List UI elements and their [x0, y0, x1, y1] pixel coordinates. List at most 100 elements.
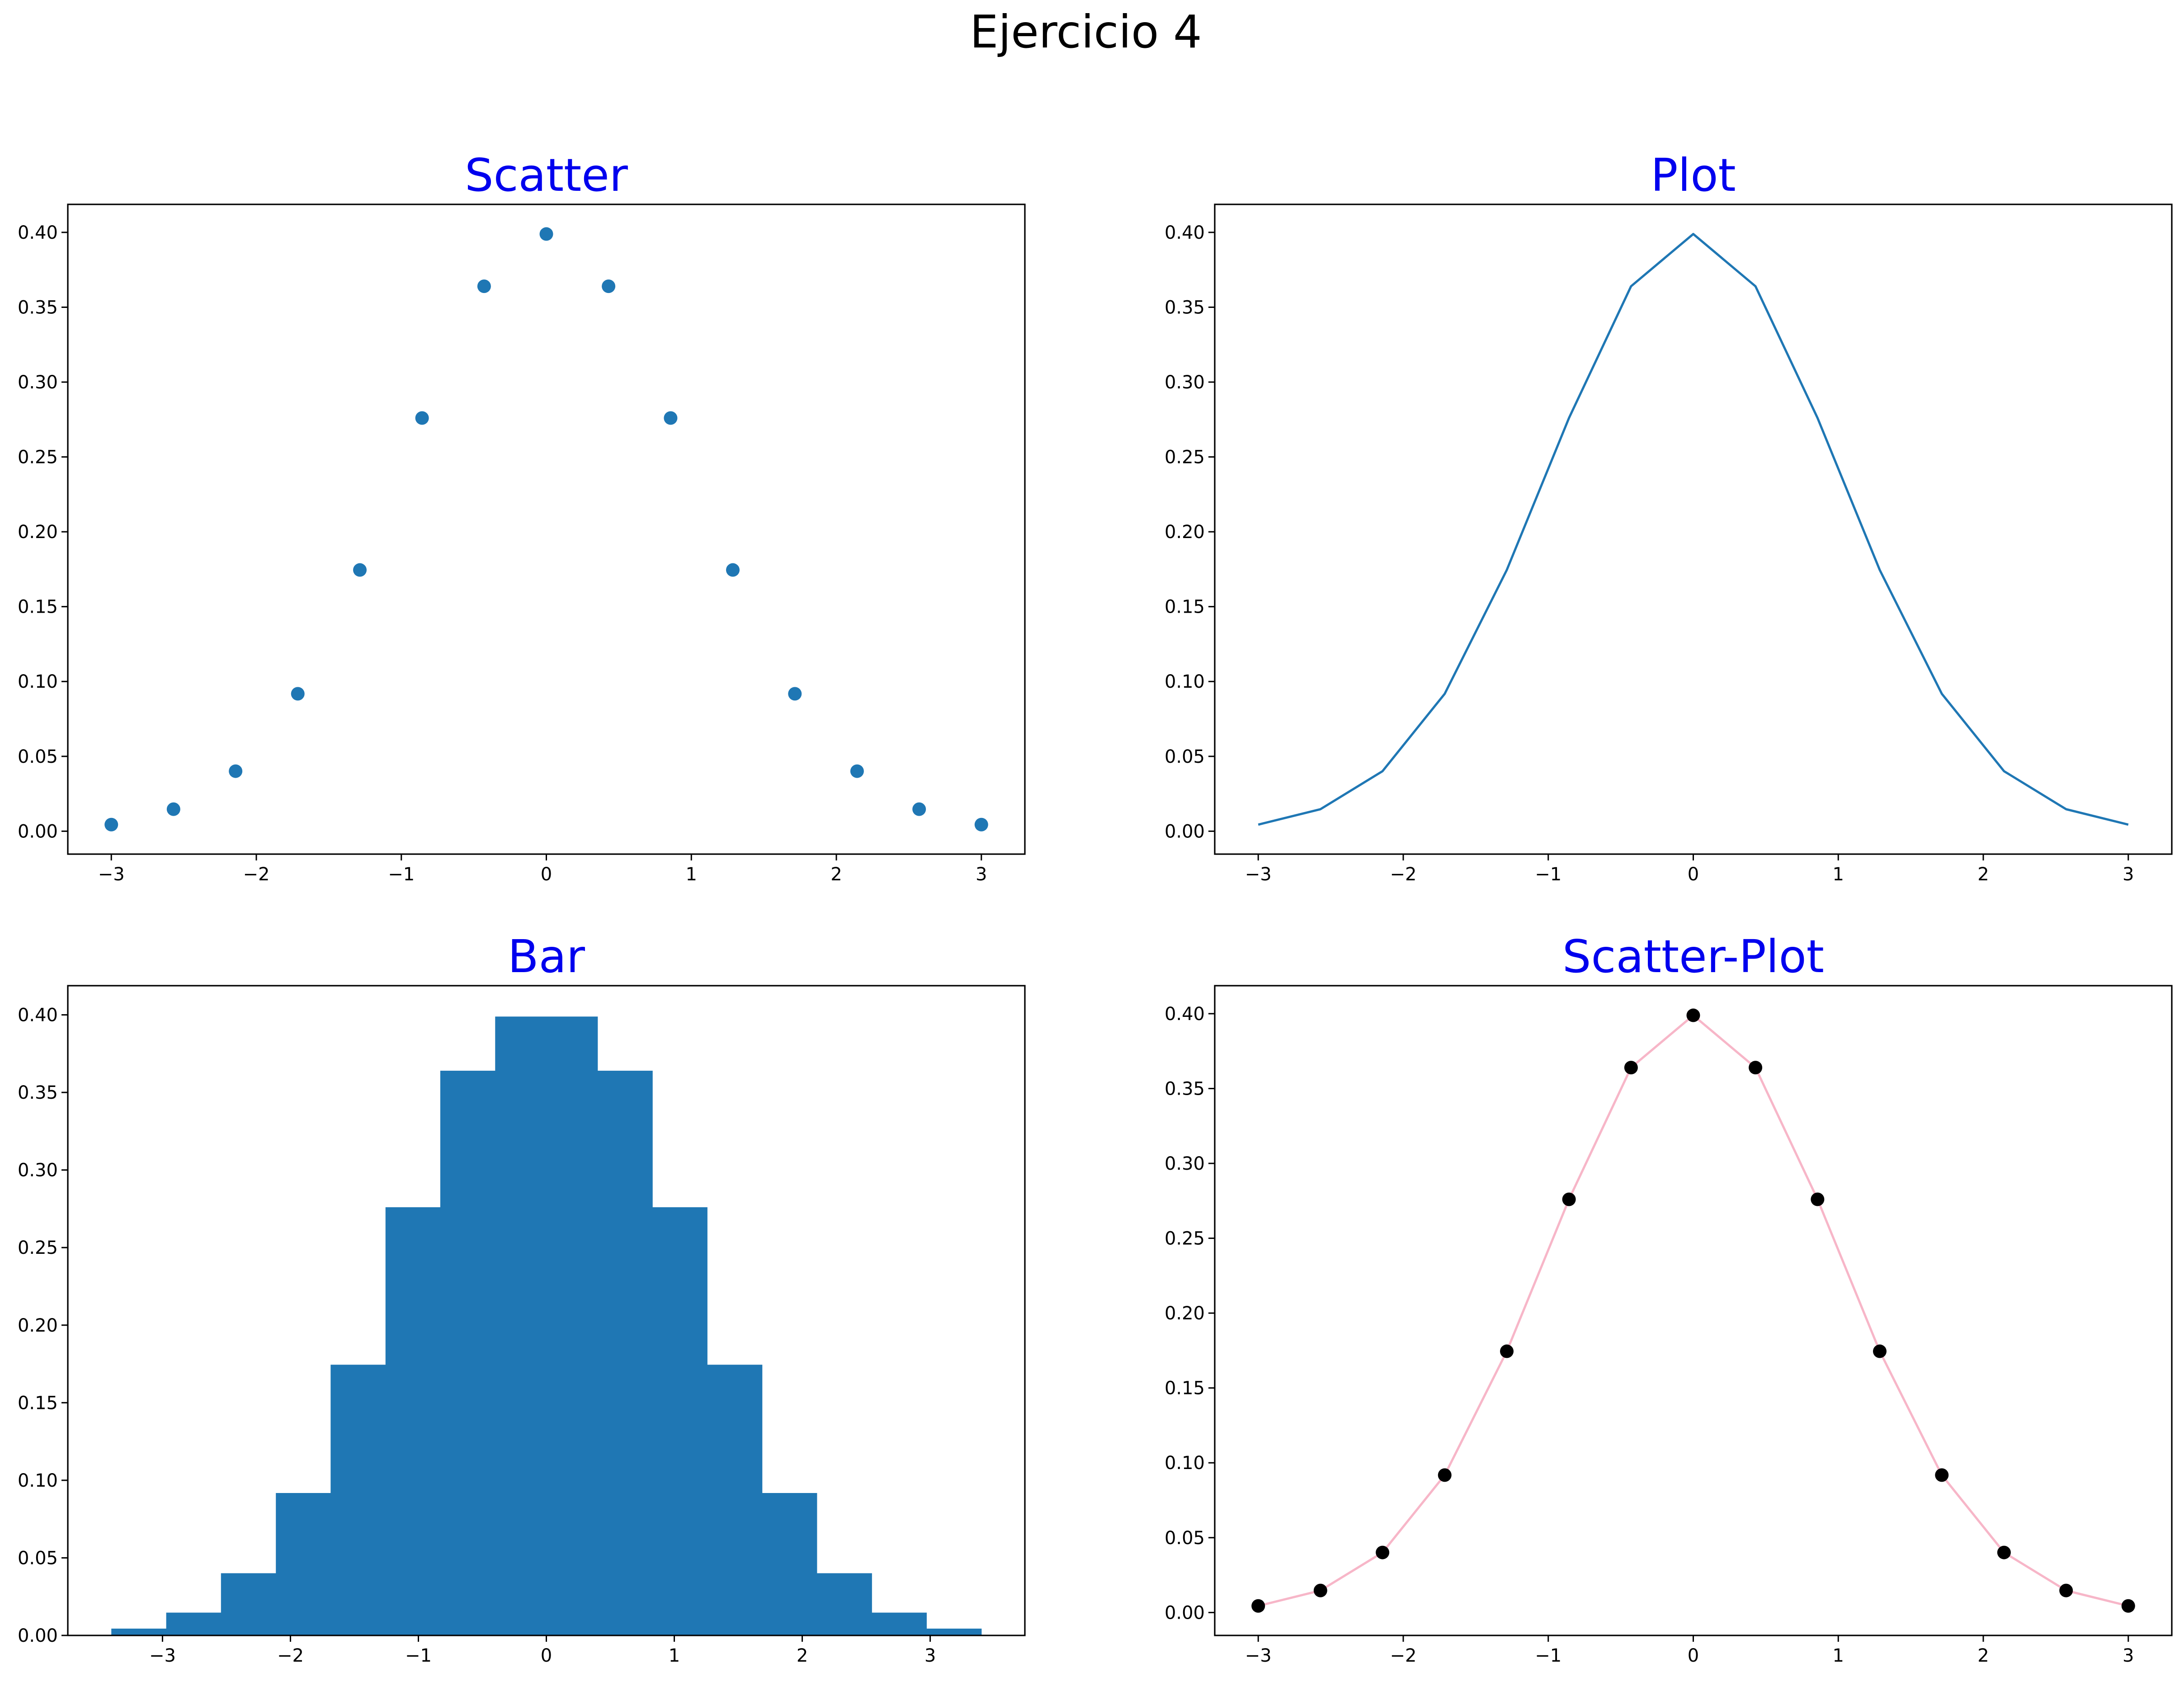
scatter-point-9 [664, 411, 678, 425]
scatter-plot-ytick-label-5: 0.25 [1165, 1228, 1205, 1249]
scatter-xtick-label-5: 2 [830, 864, 842, 885]
scatter-plot-point-4 [1500, 1344, 1514, 1358]
subplot-scatter: Scatter −3 −2 −1 0 1 2 3 0.00 0.05 0.10 0.15 0.20 0.… [18, 149, 1026, 885]
scatter-point-7 [539, 227, 553, 241]
bar-ytick-label-6: 0.30 [18, 1160, 58, 1181]
scatter-plot-point-8 [1749, 1061, 1763, 1075]
bar-ytick-label-1: 0.05 [18, 1548, 58, 1569]
scatter-point-0 [104, 817, 118, 832]
scatter-plot-point-5 [1562, 1192, 1576, 1206]
plot-xtick-label-4: 1 [1833, 864, 1844, 885]
scatter-plot-ytick-label-4: 0.20 [1165, 1303, 1205, 1324]
plot-axes-frame [1214, 203, 2173, 855]
plot-ytick-label-0: 0.00 [1165, 821, 1205, 842]
subplot-title-scatter: Scatter [465, 149, 628, 202]
scatter-plot-ytick-label-1: 0.05 [1165, 1528, 1205, 1549]
scatter-plot-axes-frame [1214, 985, 2173, 1636]
scatter-plot-xtick-label-0: −3 [1245, 1645, 1272, 1666]
subplot-title-bar: Bar [508, 930, 585, 983]
plot-xtick-label-0: −3 [1245, 864, 1272, 885]
scatter-plot-ytick-label-0: 0.00 [1165, 1602, 1205, 1623]
bar-ytick-label-4: 0.20 [18, 1315, 58, 1336]
scatter-plot-point-3 [1438, 1468, 1452, 1482]
bar-ytick-label-5: 0.25 [18, 1238, 58, 1258]
scatter-point-5 [415, 411, 429, 425]
scatter-ytick-label-5: 0.25 [18, 447, 58, 468]
bar-marks [111, 1016, 982, 1635]
scatter-plot-xtick-label-3: 0 [1688, 1645, 1699, 1666]
scatter-point-3 [291, 687, 305, 701]
scatter-point-2 [229, 764, 243, 778]
scatter-point-11 [788, 687, 802, 701]
plot-xtick-label-2: −1 [1535, 864, 1561, 885]
scatter-ytick-label-7: 0.35 [18, 297, 58, 318]
scatter-ytick-label-3: 0.15 [18, 597, 58, 618]
bar-ytick-label-0: 0.00 [18, 1625, 58, 1646]
bar-xtick-label-4: 1 [669, 1645, 680, 1666]
scatter-plot-ytick-label-2: 0.10 [1165, 1453, 1205, 1474]
scatter-point-14 [974, 817, 988, 832]
bar-xtick-label-3: 0 [541, 1645, 552, 1666]
scatter-ticks: −3 −2 −1 0 1 2 3 0.00 0.05 0.10 0.15 0.20 0.25 0.30 0.… [18, 222, 987, 885]
scatter-plot-ticks: −3 −2 −1 0 1 2 3 0.00 0.05 0.10 0.15 0.20 0.25 0.30 0.… [1165, 1004, 2134, 1666]
scatter-ytick-label-2: 0.10 [18, 671, 58, 692]
scatter-plot-point-2 [1376, 1545, 1390, 1559]
scatter-plot-xtick-label-2: −1 [1535, 1645, 1561, 1666]
scatter-plot-marks [1251, 1008, 2135, 1613]
scatter-xtick-label-3: 0 [541, 864, 552, 885]
subplot-scatter-plot: Scatter-Plot −3 −2 −1 0 1 2 3 0.00 0.05 0.10 0.15 0… [1165, 930, 2173, 1666]
bar-xtick-label-2: −1 [405, 1645, 432, 1666]
bar-axes-frame [67, 985, 1026, 1636]
scatter-point-1 [166, 802, 180, 816]
scatter-plot-ytick-label-3: 0.15 [1165, 1378, 1205, 1399]
scatter-plot-point-7 [1686, 1008, 1700, 1022]
scatter-xtick-label-1: −2 [243, 864, 270, 885]
subplot-plot: Plot −3 −2 −1 0 1 2 3 0.00 0.05 0.10 0.15 0.20 0.25 0… [1165, 149, 2173, 885]
plot-xtick-label-6: 3 [2123, 864, 2134, 885]
scatter-plot-point-12 [1997, 1545, 2011, 1559]
plot-ytick-label-5: 0.25 [1165, 447, 1205, 468]
plot-marks [1258, 233, 2129, 826]
figure-title: Ejercicio 4 [970, 5, 1202, 58]
subplot-bar: Bar −3 −2 −1 0 1 2 3 0.00 0.05 0.10 0.15 0.20 0.25 0.… [18, 930, 1026, 1666]
scatter-plot-point-10 [1873, 1344, 1887, 1358]
scatter-plot-xtick-label-6: 3 [2123, 1645, 2134, 1666]
scatter-plot-point-13 [2059, 1583, 2073, 1597]
scatter-ytick-label-0: 0.00 [18, 821, 58, 842]
scatter-xtick-label-2: −1 [388, 864, 415, 885]
scatter-point-13 [912, 802, 926, 816]
scatter-marks [104, 227, 988, 832]
plot-ytick-label-7: 0.35 [1165, 297, 1205, 318]
scatter-plot-xtick-label-1: −2 [1390, 1645, 1417, 1666]
plot-ytick-label-4: 0.20 [1165, 522, 1205, 543]
scatter-plot-point-6 [1624, 1061, 1638, 1075]
bar-ticks: −3 −2 −1 0 1 2 3 0.00 0.05 0.10 0.15 0.20 0.25 0.30 0.… [18, 1005, 936, 1666]
plot-ticks: −3 −2 −1 0 1 2 3 0.00 0.05 0.10 0.15 0.20 0.25 0.30 0.… [1165, 222, 2134, 885]
plot-ytick-label-3: 0.15 [1165, 597, 1205, 618]
bar-bar-14 [879, 1628, 982, 1635]
bar-ytick-label-7: 0.35 [18, 1082, 58, 1103]
subplot-title-scatter-plot: Scatter-Plot [1562, 930, 1824, 983]
scatter-ytick-label-4: 0.20 [18, 522, 58, 543]
bar-ytick-label-3: 0.15 [18, 1393, 58, 1413]
scatter-xtick-label-4: 1 [686, 864, 697, 885]
bar-xtick-label-1: −2 [277, 1645, 304, 1666]
scatter-plot-ytick-label-6: 0.30 [1165, 1153, 1205, 1174]
bar-xtick-label-5: 2 [797, 1645, 808, 1666]
bar-xtick-label-6: 3 [925, 1645, 936, 1666]
plot-ytick-label-8: 0.40 [1165, 222, 1205, 243]
bar-ytick-label-2: 0.10 [18, 1470, 58, 1491]
scatter-xtick-label-0: −3 [98, 864, 125, 885]
subplot-title-plot: Plot [1651, 149, 1736, 202]
scatter-point-4 [353, 563, 367, 577]
scatter-point-10 [726, 563, 740, 577]
scatter-plot-point-14 [2121, 1599, 2135, 1613]
plot-xtick-label-1: −2 [1390, 864, 1417, 885]
scatter-plot-ytick-label-8: 0.40 [1165, 1004, 1205, 1025]
plot-ytick-label-6: 0.30 [1165, 372, 1205, 393]
scatter-ytick-label-1: 0.05 [18, 747, 58, 767]
scatter-axes-frame [67, 203, 1026, 855]
scatter-point-6 [477, 279, 491, 293]
scatter-point-12 [850, 764, 864, 778]
